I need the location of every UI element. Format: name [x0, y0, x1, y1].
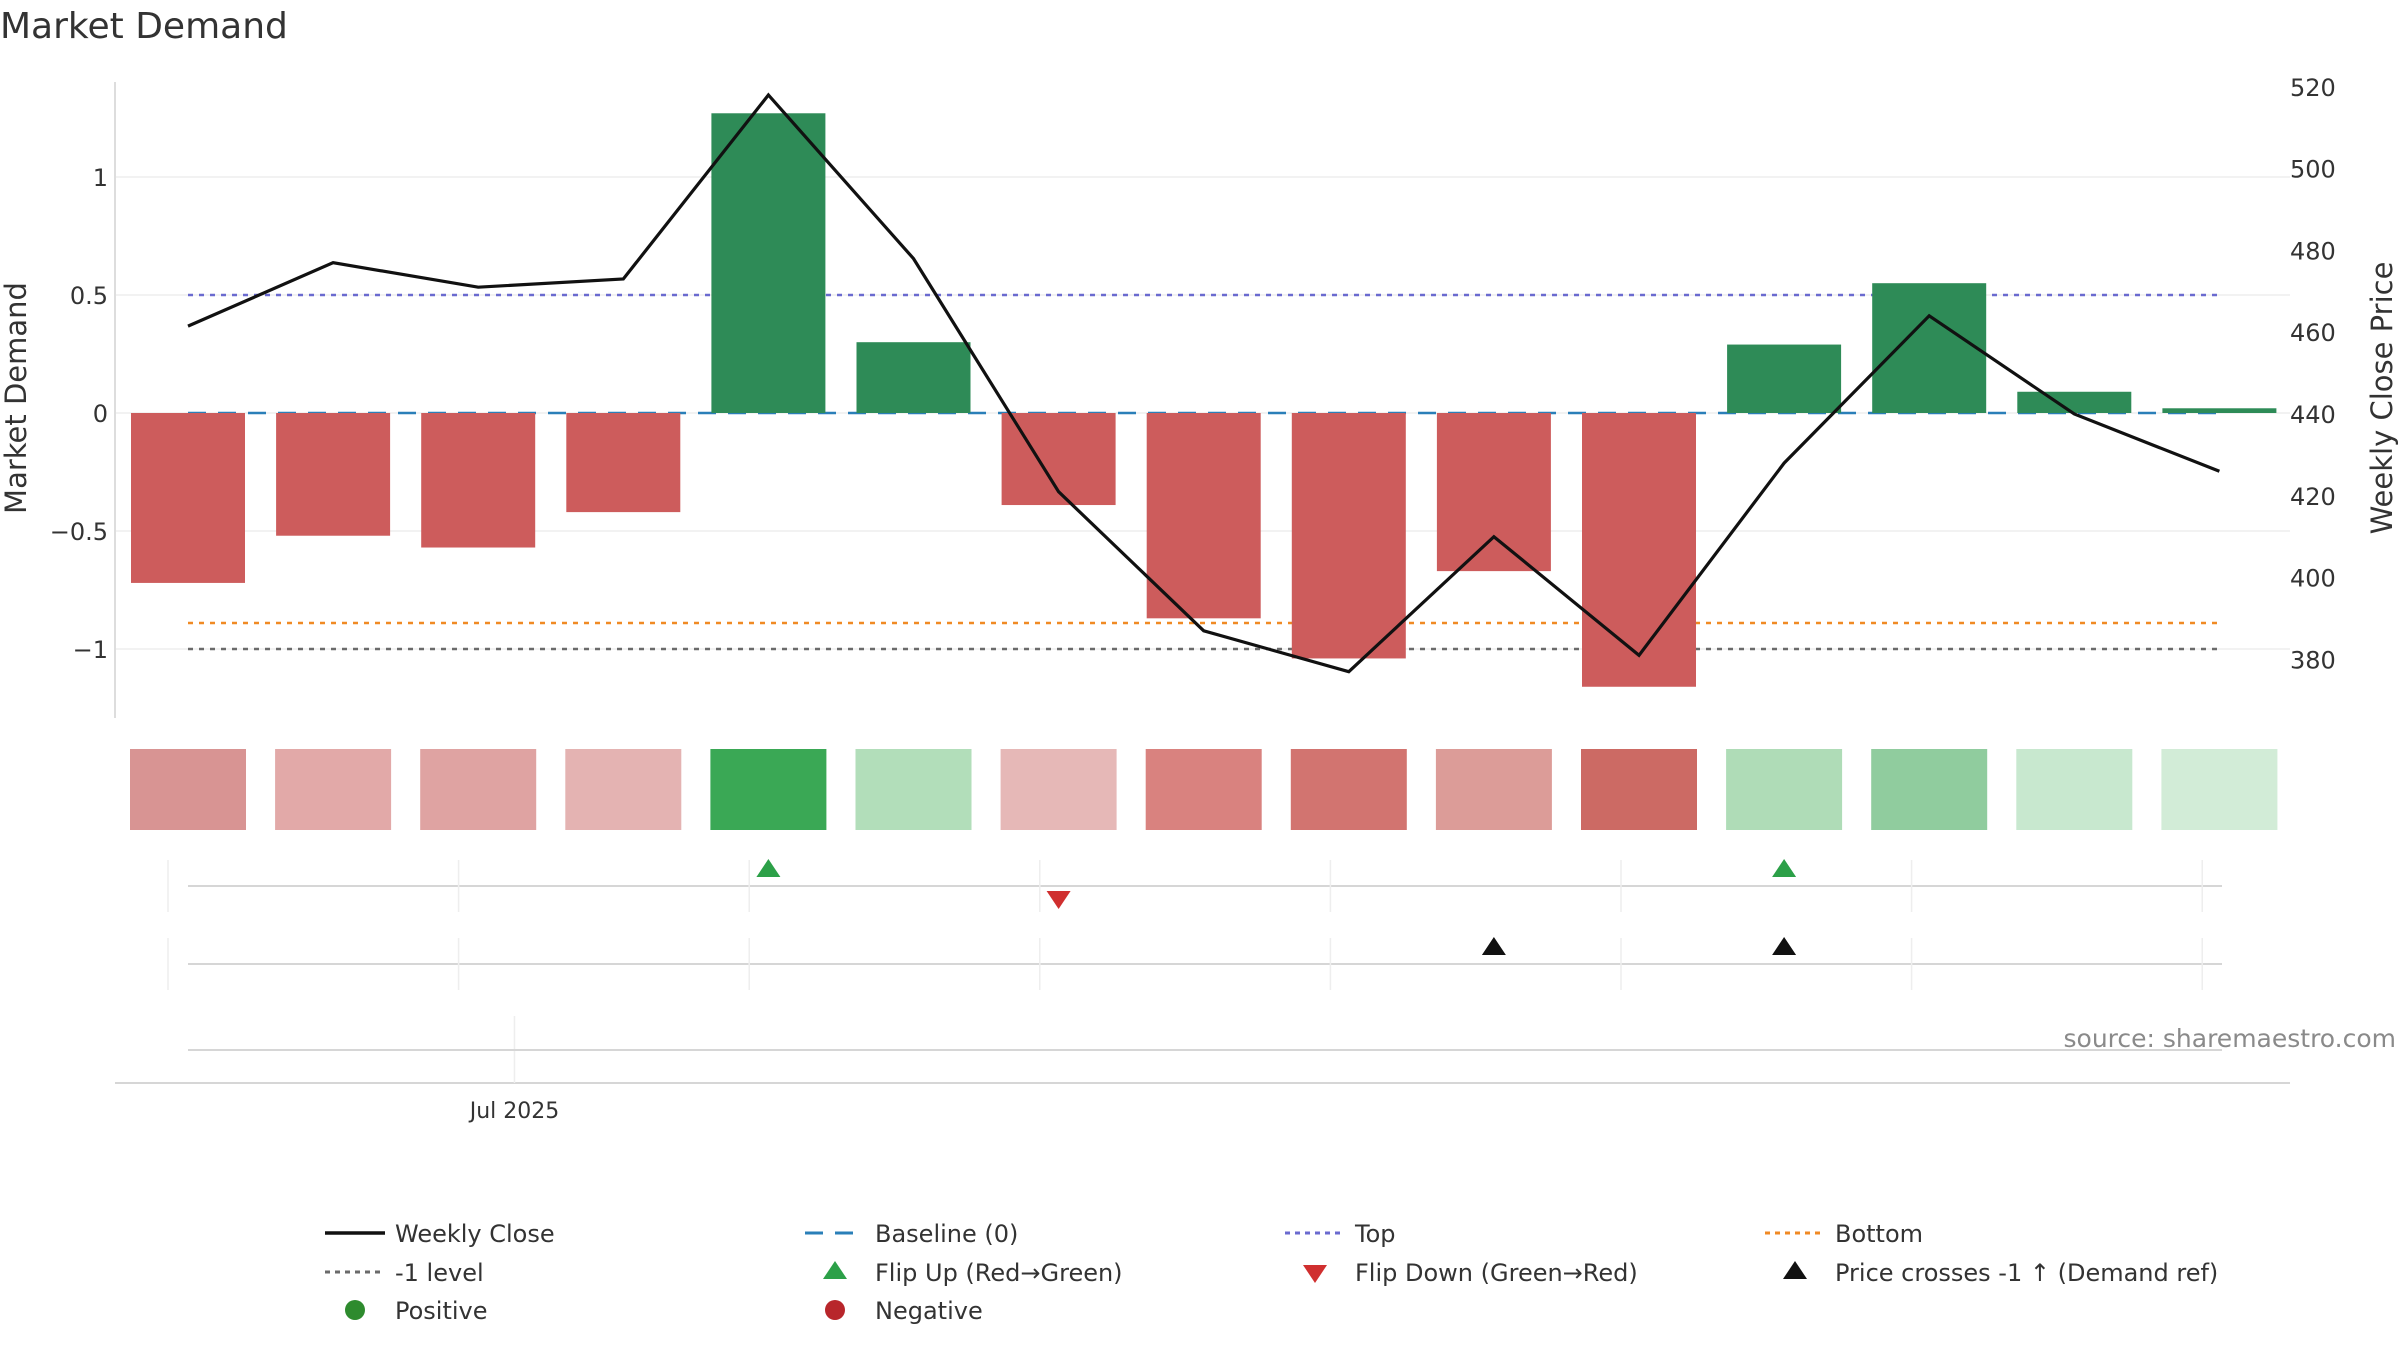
y2-tick-label: 440 — [2290, 401, 2336, 429]
flip-up-marker — [756, 859, 781, 877]
demand-strip-cell — [1145, 749, 1262, 830]
y2-tick-label: 500 — [2290, 156, 2336, 184]
legend-dot-icon — [825, 1300, 845, 1320]
y-tick-label: −1 — [73, 636, 108, 664]
demand-strip-cell — [1435, 749, 1552, 830]
positive-demand-bar — [1872, 283, 1987, 413]
legend-item: Negative — [825, 1297, 983, 1325]
demand-strip-cell — [2161, 749, 2278, 830]
positive-demand-bar — [711, 113, 826, 413]
flip-down-marker — [1046, 891, 1071, 909]
demand-strip-cell — [130, 749, 246, 830]
legend-label: Price crosses -1 ↑ (Demand ref) — [1835, 1259, 2218, 1287]
y2-tick-label: 420 — [2290, 483, 2336, 511]
event-rows — [167, 859, 2222, 1051]
y2-tick-label: 380 — [2290, 646, 2336, 674]
y2-tick-label: 480 — [2290, 237, 2336, 265]
y2-tick-label: 460 — [2290, 319, 2336, 347]
y-axis-label: Market Demand — [0, 282, 33, 514]
negative-demand-bar — [1436, 413, 1551, 572]
legend-label: Top — [1354, 1220, 1396, 1248]
weekly-close-line — [187, 92, 2220, 674]
legend-triangle-up-icon — [823, 1261, 847, 1279]
legend-item: Baseline (0) — [805, 1220, 1018, 1248]
legend-label: Negative — [875, 1297, 983, 1325]
legend-item: Flip Up (Red→Green) — [823, 1259, 1123, 1287]
y2-tick-label: 520 — [2290, 74, 2336, 102]
negative-demand-bar — [1582, 413, 1696, 687]
legend-dot-icon — [345, 1300, 365, 1320]
x-tick-label: Jul 2025 — [468, 1099, 560, 1124]
weekly-close-series — [187, 92, 2220, 674]
y-tick-label: 0 — [93, 400, 108, 428]
legend-label: Bottom — [1835, 1220, 1923, 1248]
legend-item: Flip Down (Green→Red) — [1303, 1259, 1638, 1287]
negative-demand-bar — [421, 413, 536, 548]
y-tick-label: −0.5 — [50, 518, 108, 546]
legend-item: Positive — [345, 1297, 488, 1325]
legend-label: Flip Up (Red→Green) — [875, 1259, 1123, 1287]
legend-item: -1 level — [325, 1259, 484, 1287]
demand-color-strip — [130, 749, 2278, 830]
legend-label: -1 level — [395, 1259, 484, 1287]
legend-label: Positive — [395, 1297, 488, 1325]
demand-strip-cell — [565, 749, 682, 830]
positive-demand-bar — [2017, 391, 2132, 413]
price-cross-marker — [1772, 937, 1797, 955]
y-tick-label: 0.5 — [70, 282, 108, 310]
demand-bars — [131, 113, 2277, 687]
legend-label: Flip Down (Green→Red) — [1355, 1259, 1638, 1287]
negative-demand-bar — [276, 413, 391, 536]
negative-demand-bar — [1291, 413, 1406, 659]
demand-strip-cell — [420, 749, 537, 830]
negative-demand-bar — [566, 413, 681, 513]
legend-item: Top — [1285, 1220, 1396, 1248]
positive-demand-bar — [1727, 344, 1842, 413]
y-tick-label: 1 — [93, 164, 108, 192]
demand-strip-cell — [1581, 749, 1697, 830]
legend-label: Weekly Close — [395, 1220, 555, 1248]
legend-item: Bottom — [1765, 1220, 1923, 1248]
demand-strip-cell — [1000, 749, 1117, 830]
negative-demand-bar — [1146, 413, 1261, 619]
axes: 1 0.5 0 −0.5 −1 520 500 480 460 440 420 400 380 Jul 2… — [50, 74, 2336, 1124]
legend-triangle-down-icon — [1303, 1265, 1327, 1283]
positive-demand-bar — [856, 342, 971, 413]
demand-strip-cell — [275, 749, 392, 830]
demand-strip-cell — [1726, 749, 1843, 830]
y2-axis-label: Weekly Close Price — [2365, 262, 2399, 535]
positive-demand-bar — [2162, 408, 2277, 413]
price-cross-marker — [1481, 937, 1506, 955]
legend-triangle-up-icon — [1783, 1261, 1807, 1279]
demand-strip-cell — [2016, 749, 2133, 830]
demand-strip-cell — [1871, 749, 1988, 830]
legend-label: Baseline (0) — [875, 1220, 1018, 1248]
legend: Weekly Close Baseline (0) Top Bottom -1 leve… — [325, 1220, 2218, 1325]
chart-title: Market Demand — [0, 6, 288, 47]
demand-strip-cell — [1290, 749, 1407, 830]
y2-tick-label: 400 — [2290, 565, 2336, 593]
demand-strip-cell — [710, 749, 827, 830]
demand-strip-cell — [855, 749, 972, 830]
source-note: source: sharemaestro.com — [2064, 1024, 2397, 1053]
legend-item: Price crosses -1 ↑ (Demand ref) — [1783, 1259, 2218, 1287]
negative-demand-bar — [131, 413, 245, 583]
flip-up-marker — [1772, 859, 1797, 877]
legend-item: Weekly Close — [325, 1220, 555, 1248]
